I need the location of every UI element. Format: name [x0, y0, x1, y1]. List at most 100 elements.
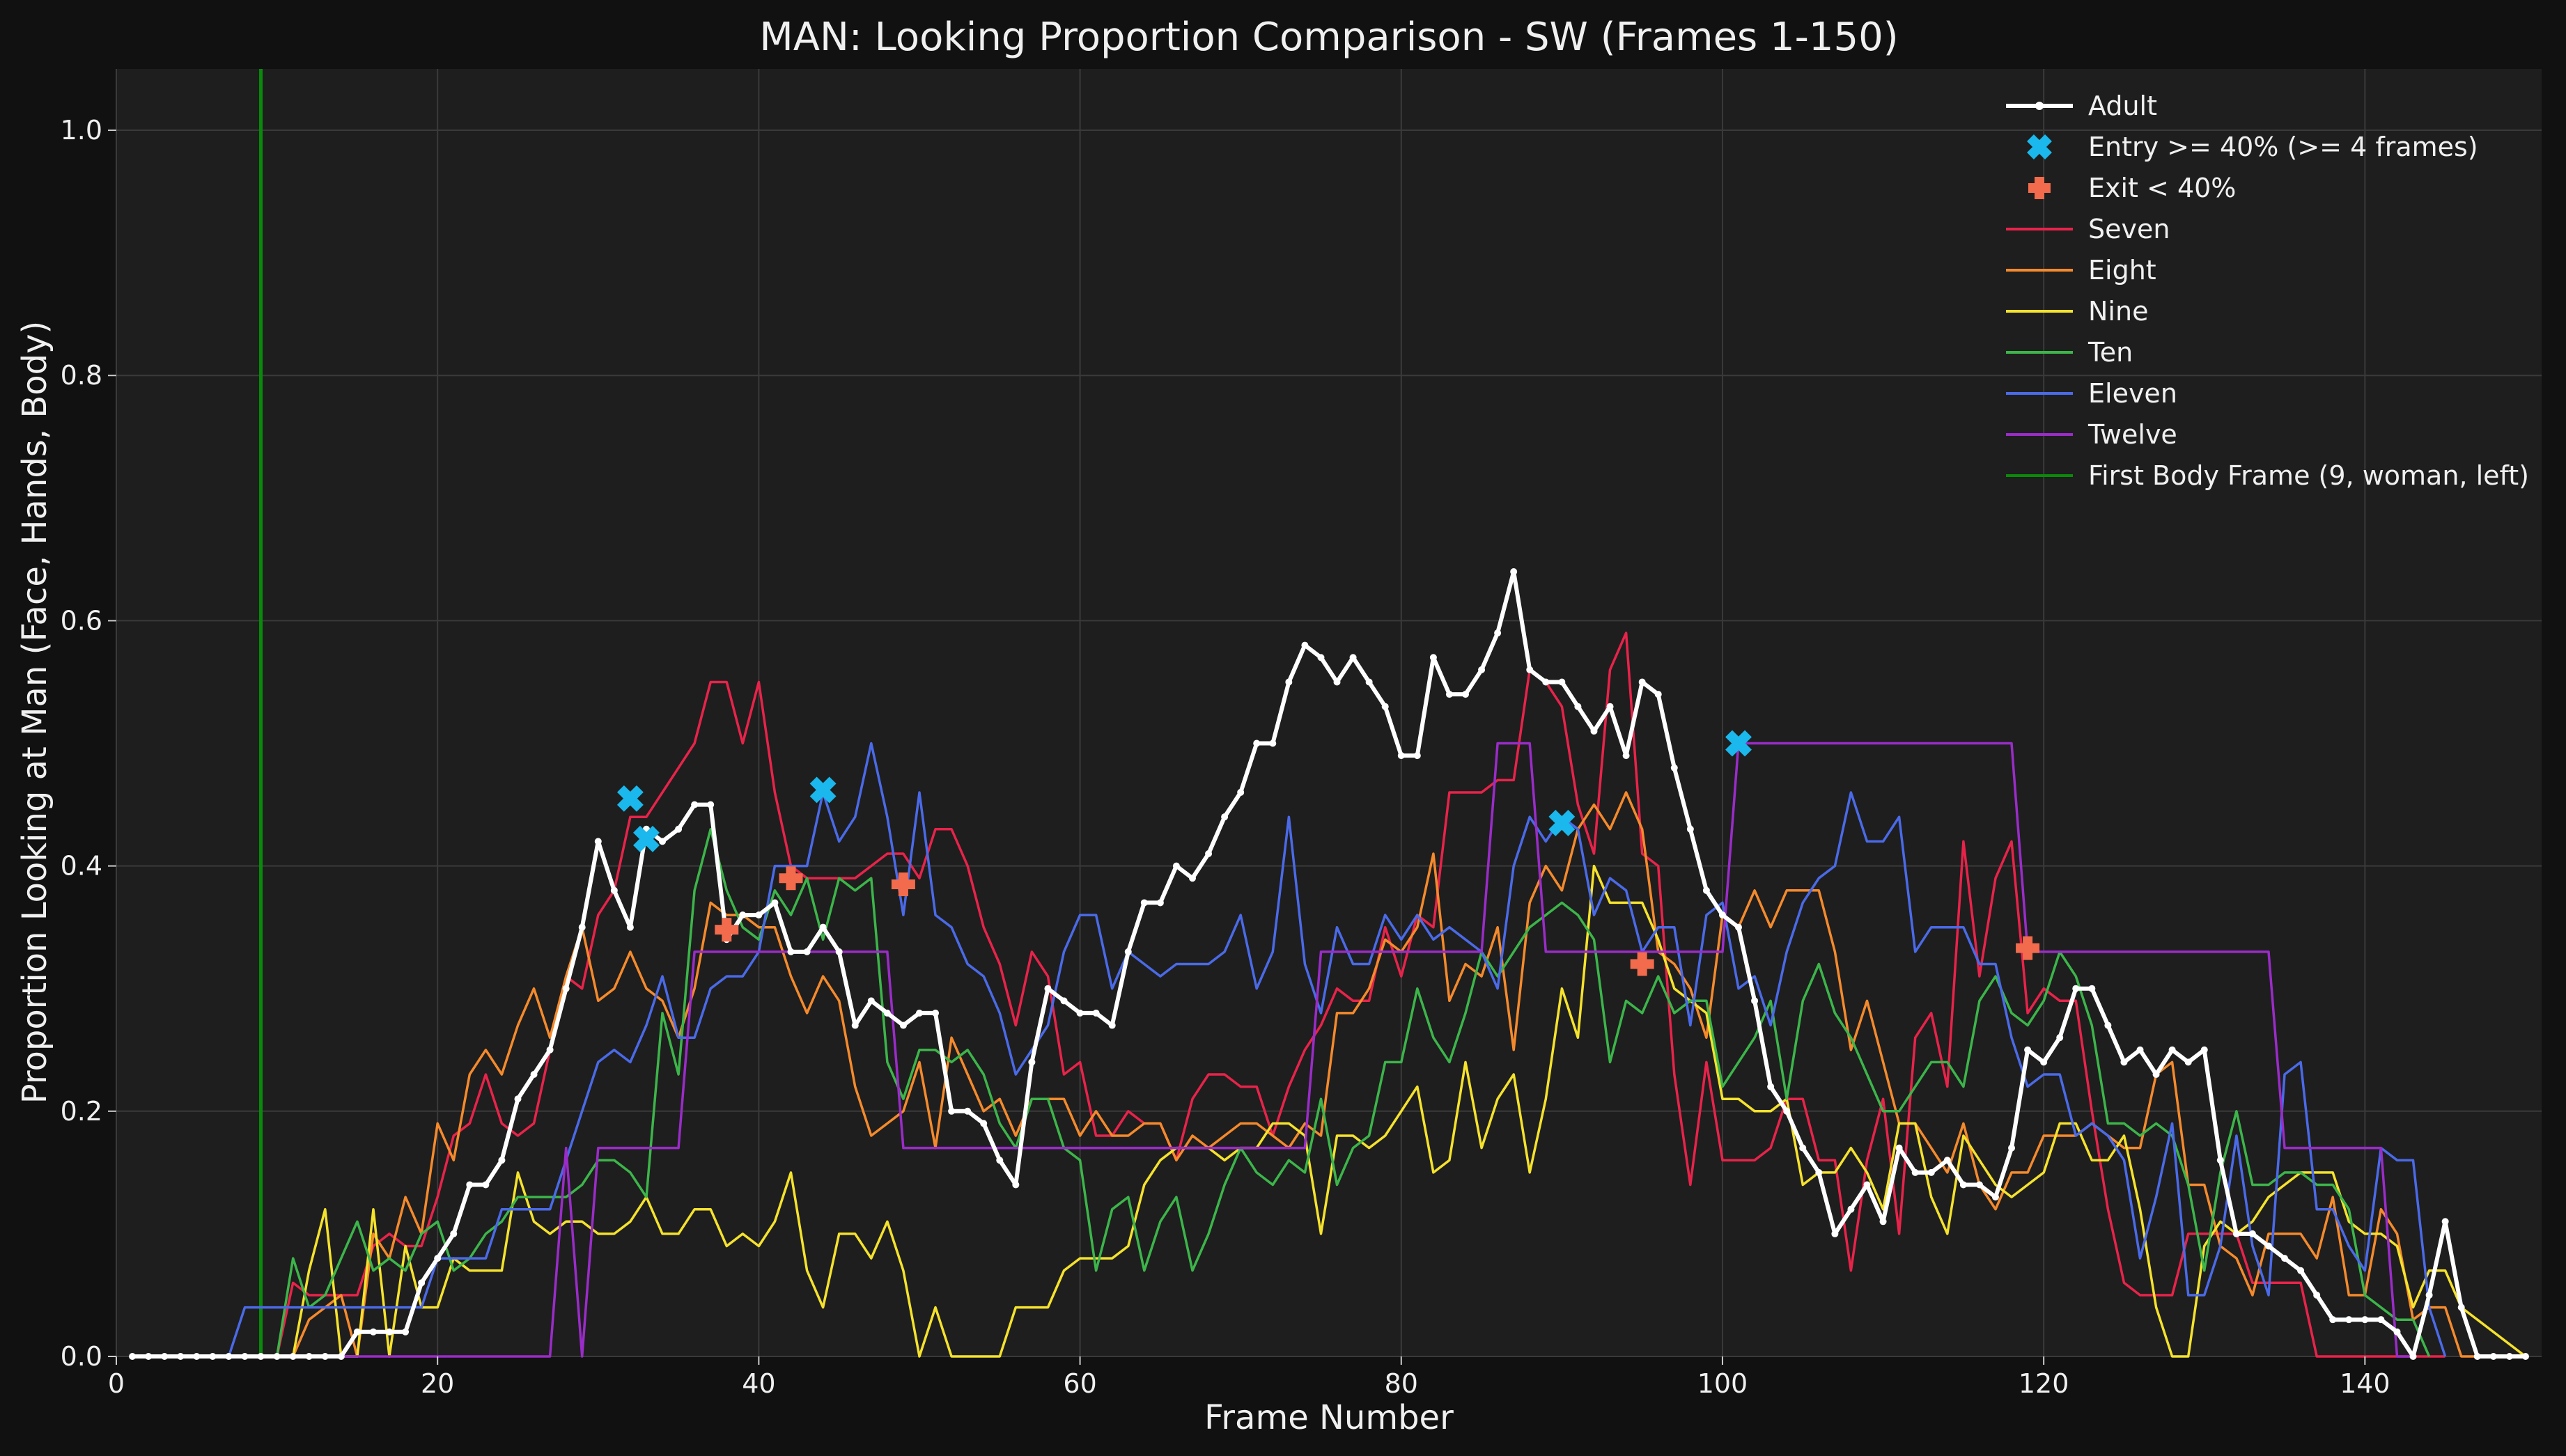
legend-swatch-entry-stroke	[2027, 134, 2052, 159]
adult-point	[1462, 691, 1470, 698]
adult-point	[578, 923, 586, 931]
adult-point	[1237, 788, 1245, 796]
entry-marker-stroke	[633, 825, 660, 852]
y-tick-label: 0.6	[61, 605, 102, 636]
y-tick-label: 0.0	[61, 1341, 102, 1372]
adult-point	[1638, 678, 1646, 686]
event-markers	[616, 730, 2040, 976]
adult-point	[1494, 629, 1502, 637]
adult-point	[369, 1328, 377, 1336]
adult-point	[2056, 1034, 2064, 1042]
adult-point	[739, 911, 747, 919]
entry-marker-stroke	[1725, 730, 1752, 757]
adult-point	[2393, 1328, 2401, 1336]
series-line-twelve	[132, 742, 2413, 1358]
adult-point	[626, 923, 634, 931]
adult-point	[867, 997, 875, 1005]
legend-swatch-exit-bar	[2035, 177, 2044, 199]
legend-label-seven: Seven	[2088, 214, 2170, 244]
adult-point	[305, 1353, 313, 1360]
adult-point	[2377, 1316, 2385, 1324]
adult-point	[498, 1157, 506, 1164]
y-tick-label: 0.4	[61, 851, 102, 882]
x-axis-ticks: 0 20 40 60 80 100 120 140	[108, 1356, 2390, 1399]
adult-point	[2248, 1230, 2256, 1237]
adult-point	[386, 1328, 394, 1336]
legend-label-twelve: Twelve	[2087, 419, 2177, 450]
adult-point	[1349, 654, 1357, 662]
adult-point	[2072, 985, 2080, 992]
exit-marker-bar	[786, 866, 796, 891]
adult-point	[1188, 875, 1196, 882]
legend-label-firstbody: First Body Frame (9, woman, left)	[2088, 460, 2529, 491]
adult-point	[530, 1070, 538, 1078]
series-line-ten	[132, 828, 2431, 1358]
adult-point	[2104, 1021, 2112, 1029]
x-tick-label: 100	[1697, 1368, 1748, 1399]
adult-point	[562, 985, 570, 992]
adult-point	[1381, 703, 1389, 710]
series-line-eleven	[132, 742, 2447, 1358]
adult-point	[1156, 899, 1164, 907]
exit-marker-bar	[1637, 952, 1647, 976]
adult-point	[1863, 1181, 1871, 1189]
adult-point	[1397, 752, 1405, 760]
adult-point	[1574, 703, 1582, 710]
adult-point	[803, 948, 811, 955]
adult-point	[466, 1181, 474, 1189]
legend-swatch-entry	[2027, 134, 2052, 159]
series-line-nine	[132, 864, 2526, 1358]
legend-label-eight: Eight	[2088, 255, 2156, 285]
x-tick-label: 140	[2340, 1368, 2390, 1399]
plot-area	[116, 69, 2542, 1356]
adult-point	[1012, 1181, 1020, 1189]
adult-point	[1092, 1009, 1100, 1017]
entry-marker	[616, 785, 644, 812]
legend-label-adult: Adult	[2088, 91, 2157, 121]
adult-point	[1831, 1230, 1839, 1237]
legend-label-exit: Exit < 40%	[2088, 173, 2236, 203]
adult-point	[675, 825, 683, 833]
adult-point	[2120, 1058, 2128, 1066]
adult-point	[1718, 911, 1726, 919]
series-lines	[129, 567, 2529, 1360]
exit-marker-bar	[898, 872, 908, 897]
legend-label-nine: Nine	[2088, 296, 2148, 327]
y-axis-label: Proportion Looking at Man (Face, Hands, …	[15, 321, 54, 1104]
adult-point	[1333, 678, 1341, 686]
adult-point	[1670, 764, 1678, 772]
adult-point	[1044, 985, 1052, 992]
adult-point	[2088, 985, 2096, 992]
exit-marker	[2016, 936, 2040, 960]
adult-point	[418, 1279, 426, 1287]
adult-point	[948, 1107, 956, 1115]
adult-point	[1735, 923, 1743, 931]
adult-point	[273, 1353, 281, 1360]
adult-point	[2024, 1046, 2032, 1054]
adult-point	[2136, 1046, 2144, 1054]
adult-point	[659, 838, 667, 845]
adult-point	[2409, 1353, 2417, 1360]
exit-marker-bar	[722, 918, 732, 942]
adult-point	[1445, 691, 1453, 698]
adult-point	[899, 1021, 907, 1029]
adult-point	[883, 1009, 891, 1017]
adult-point	[209, 1353, 217, 1360]
adult-point	[691, 801, 699, 808]
y-tick-label: 1.0	[61, 115, 102, 146]
adult-point	[2521, 1353, 2529, 1360]
adult-point	[1028, 1058, 1036, 1066]
y-axis-ticks: 0.0 0.2 0.4 0.6 0.8 1.0	[61, 115, 116, 1372]
adult-point	[2040, 1058, 2048, 1066]
adult-point	[2297, 1267, 2305, 1274]
adult-point	[915, 1009, 923, 1017]
adult-point	[1590, 727, 1598, 735]
x-tick-label: 80	[1385, 1368, 1418, 1399]
adult-point	[996, 1157, 1004, 1164]
x-axis-label: Frame Number	[1204, 1398, 1454, 1437]
adult-point	[1975, 1181, 1983, 1189]
adult-point	[225, 1353, 233, 1360]
x-tick-label: 120	[2019, 1368, 2069, 1399]
adult-point	[1526, 666, 1534, 673]
